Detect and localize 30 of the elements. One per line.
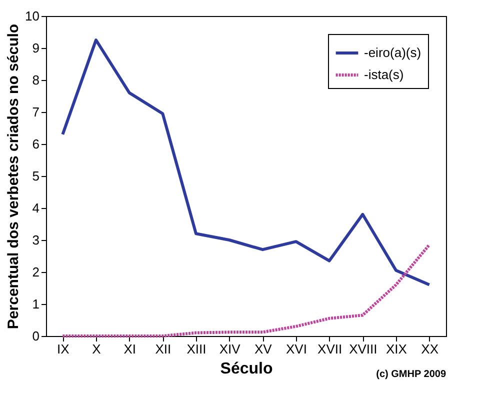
line-series [61,243,431,338]
y-tick-label: 10 [25,8,40,24]
x-tick-label: XIII [186,342,206,356]
x-tick-label: XX [421,342,439,356]
x-tick-label: XV [254,342,272,356]
x-tick-label: X [92,342,102,356]
x-tick-label: XVI [286,342,307,356]
y-tick-label: 1 [32,296,40,312]
legend-label: -eiro(a)(s) [364,45,422,60]
x-tick-label: XI [124,342,136,356]
x-tick-label: XVII [318,342,342,356]
x-tick-label: XVIII [349,342,378,356]
y-tick-label: 3 [32,232,40,248]
x-tick-label: IX [57,342,70,356]
y-tick-label: 7 [32,104,40,120]
x-tick-label: XIV [219,342,241,356]
y-tick-label: 5 [32,168,40,184]
y-tick-label: 8 [32,72,40,88]
y-tick-label: 2 [32,264,40,280]
x-axis-title: Século [220,360,273,378]
y-tick-label: 0 [32,328,40,344]
line-series [61,38,431,286]
x-tick-label: XII [155,342,172,356]
y-axis-title: Percentual dos verbetes criados no século [5,24,22,330]
y-tick-label: 9 [32,40,40,56]
x-tick-label: XIX [386,342,408,356]
y-tick-label: 6 [32,136,40,152]
text: (c) GMHP 2009 [376,369,446,380]
y-tick-label: 4 [32,200,40,216]
legend-label: -ista(s) [364,67,404,82]
